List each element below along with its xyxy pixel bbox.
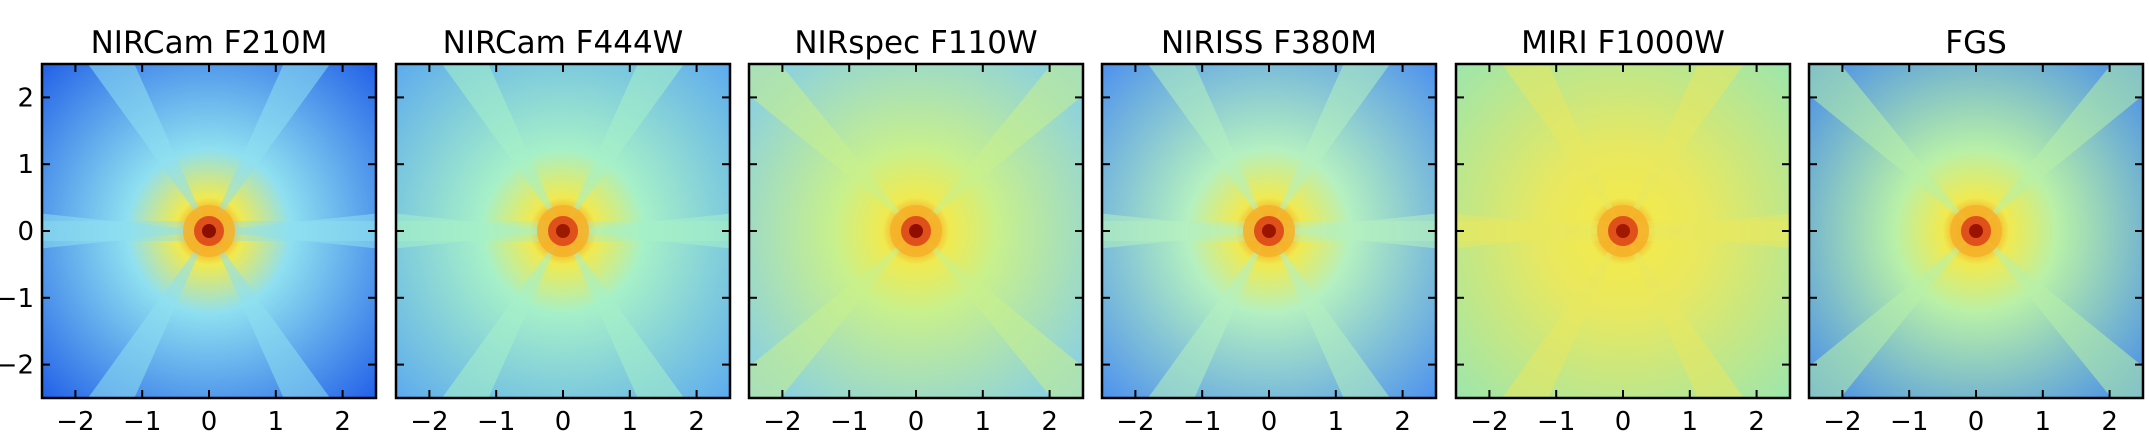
diffraction-spike	[749, 231, 916, 398]
x-tick-label: −1	[1890, 407, 1928, 437]
x-tick-label: −1	[1183, 407, 1221, 437]
panel-miri-f1000w: MIRI F1000W −2 −1 0 1 2	[1454, 25, 1792, 437]
panel-niriss-f380m: NIRISS F380M −2 −1 0 1 2	[1100, 25, 1438, 437]
diffraction-spike	[1269, 231, 1391, 398]
panel-title: NIRspec F110W	[794, 25, 1037, 61]
x-tick-label: 0	[1261, 407, 1278, 437]
diffraction-spike	[563, 213, 730, 249]
diffraction-spike	[563, 231, 685, 398]
x-tick-label: 1	[1328, 407, 1345, 437]
x-tick-label: −1	[830, 407, 868, 437]
panel-nirspec-f110w: NIRspec F110W −2 −1 0 1 2	[747, 25, 1085, 437]
diffraction-spike	[209, 213, 376, 249]
diffraction-spike	[916, 231, 1083, 398]
psf-peak	[909, 224, 923, 238]
x-tick-label: 0	[1615, 407, 1632, 437]
x-tick-label: −2	[410, 407, 448, 437]
diffraction-spike	[916, 64, 1083, 231]
diffraction-spike	[1809, 231, 1976, 398]
psf-image	[42, 64, 376, 398]
diffraction-spike	[1623, 213, 1790, 249]
diffraction-spike	[1501, 64, 1623, 231]
diffraction-spike	[441, 231, 563, 398]
x-tick-label: −1	[1537, 407, 1575, 437]
diffraction-spike	[1976, 64, 2143, 231]
psf-peak	[1616, 224, 1630, 238]
y-tick-label: 1	[17, 150, 34, 180]
panel-nircam-f210m: NIRCam F210M −2 −1 0 1 2 −2 −1 0 1 2	[0, 25, 378, 437]
diffraction-spike	[1809, 64, 1976, 231]
diffraction-spike	[563, 64, 685, 231]
x-tick-label: −2	[1470, 407, 1508, 437]
x-tick-label: 2	[688, 407, 705, 437]
diffraction-spike	[87, 64, 209, 231]
diffraction-spike	[1623, 231, 1745, 398]
x-tick-label: −2	[763, 407, 801, 437]
diffraction-spike	[1623, 64, 1745, 231]
x-tick-label: 2	[1748, 407, 1765, 437]
x-tick-label: −2	[1823, 407, 1861, 437]
x-tick-label: 1	[268, 407, 285, 437]
psf-peak	[556, 224, 570, 238]
psf-image	[396, 64, 730, 398]
x-tick-label: −1	[477, 407, 515, 437]
y-tick-label: −2	[0, 351, 34, 381]
x-tick-label: −1	[123, 407, 161, 437]
x-tick-label: 1	[1682, 407, 1699, 437]
diffraction-spike	[396, 213, 563, 249]
y-tick-label: 0	[17, 217, 34, 247]
diffraction-spike	[1456, 213, 1623, 249]
diffraction-spike	[1147, 64, 1269, 231]
psf-peak	[1969, 224, 1983, 238]
x-tick-label: 2	[1394, 407, 1411, 437]
diffraction-spike	[1269, 213, 1436, 249]
y-tick-label: 2	[17, 83, 34, 113]
panel-nircam-f444w: NIRCam F444W −2 −1 0 1 2	[394, 25, 732, 437]
diffraction-spike	[749, 64, 916, 231]
psf-peak	[1262, 224, 1276, 238]
diffraction-spike	[1147, 231, 1269, 398]
psf-peak	[202, 224, 216, 238]
panel-title: FGS	[1945, 25, 2007, 61]
x-tick-label: −2	[1116, 407, 1154, 437]
diffraction-spike	[42, 213, 209, 249]
x-tick-label: 1	[2035, 407, 2052, 437]
x-tick-label: 1	[975, 407, 992, 437]
x-tick-label: 0	[1968, 407, 1985, 437]
y-tick-label: −1	[0, 284, 34, 314]
diffraction-spike	[1102, 213, 1269, 249]
x-tick-label: 2	[2101, 407, 2118, 437]
diffraction-spike	[441, 64, 563, 231]
x-tick-label: −2	[56, 407, 94, 437]
psf-image	[1809, 64, 2143, 398]
panel-title: MIRI F1000W	[1521, 25, 1725, 61]
x-tick-label: 0	[201, 407, 218, 437]
x-tick-label: 0	[908, 407, 925, 437]
x-tick-label: 0	[555, 407, 572, 437]
diffraction-spike	[87, 231, 209, 398]
x-tick-label: 2	[334, 407, 351, 437]
panel-title: NIRCam F210M	[91, 25, 328, 61]
psf-image	[1456, 64, 1790, 398]
psf-image	[1102, 64, 1436, 398]
x-tick-label: 2	[1041, 407, 1058, 437]
panel-title: NIRCam F444W	[443, 25, 684, 61]
diffraction-spike	[1976, 231, 2143, 398]
psf-image	[749, 64, 1083, 398]
panel-title: NIRISS F380M	[1161, 25, 1377, 61]
diffraction-spike	[1269, 64, 1391, 231]
x-tick-label: 1	[622, 407, 639, 437]
diffraction-spike	[1501, 231, 1623, 398]
panel-fgs: FGS −2 −1 0 1 2	[1807, 25, 2145, 437]
